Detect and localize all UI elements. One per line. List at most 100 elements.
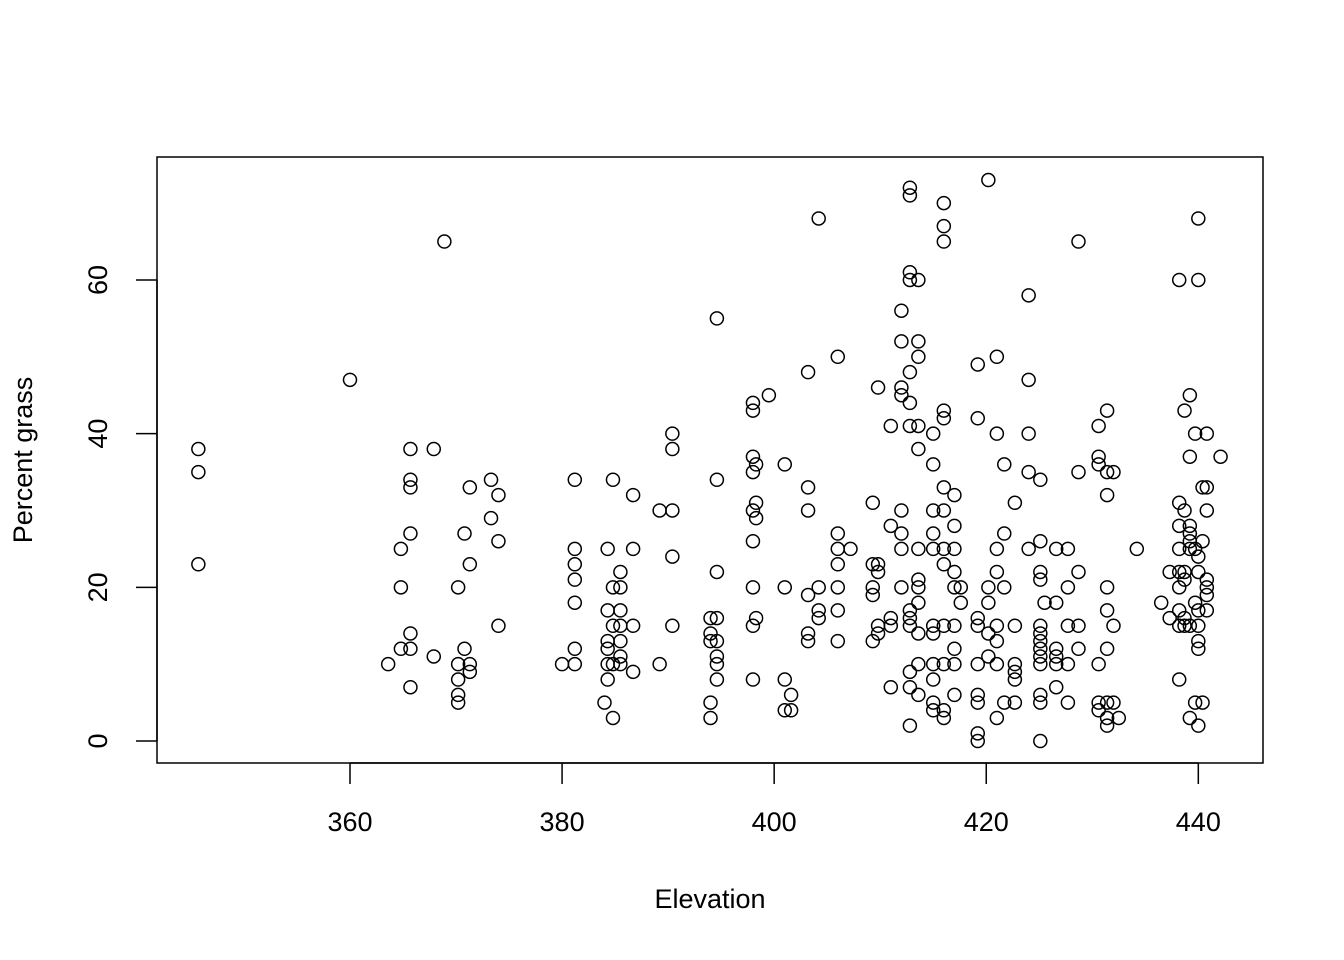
point — [613, 580, 628, 595]
point — [830, 580, 846, 595]
point — [403, 441, 418, 457]
point — [1191, 272, 1206, 288]
point — [1182, 541, 1198, 557]
point — [1099, 580, 1115, 595]
point — [1021, 464, 1036, 480]
point — [1187, 595, 1203, 610]
point — [1033, 472, 1048, 487]
point — [1195, 533, 1210, 549]
point — [989, 426, 1005, 441]
point — [1099, 487, 1115, 503]
point — [1171, 672, 1187, 687]
point — [894, 526, 909, 541]
point — [925, 626, 941, 641]
point — [1182, 710, 1198, 726]
point — [970, 695, 986, 710]
point — [997, 526, 1012, 541]
point — [437, 234, 452, 249]
point — [777, 672, 793, 687]
point — [1021, 288, 1036, 303]
point — [947, 487, 962, 503]
point — [936, 503, 952, 518]
point — [902, 603, 918, 618]
point — [1187, 541, 1203, 557]
point — [709, 649, 725, 664]
point — [970, 726, 986, 741]
point — [745, 533, 761, 549]
point — [870, 380, 886, 395]
point — [925, 695, 941, 710]
point — [652, 503, 667, 518]
point — [1171, 564, 1187, 580]
point — [1177, 572, 1192, 587]
point — [1199, 572, 1215, 587]
point — [947, 541, 962, 557]
point — [1191, 211, 1206, 226]
point — [625, 541, 641, 557]
x-tick-label: 420 — [964, 807, 1009, 837]
point — [925, 672, 941, 687]
point — [883, 618, 899, 634]
point — [800, 364, 816, 380]
point — [1033, 687, 1048, 703]
point — [745, 395, 761, 411]
point — [1191, 718, 1206, 733]
point — [491, 533, 506, 549]
point — [709, 672, 725, 687]
point — [403, 472, 418, 487]
point — [811, 610, 826, 626]
point — [865, 633, 881, 649]
point — [342, 372, 358, 388]
point — [925, 656, 941, 672]
point — [1007, 495, 1023, 511]
point — [1091, 703, 1106, 718]
point — [703, 695, 718, 710]
point — [1187, 426, 1203, 441]
point — [1033, 564, 1048, 580]
point — [902, 272, 918, 288]
point — [1195, 480, 1210, 495]
point — [450, 580, 466, 595]
point — [745, 403, 761, 418]
point — [1191, 549, 1206, 564]
point — [970, 656, 986, 672]
y-tick-label: 20 — [83, 572, 113, 602]
point — [450, 672, 466, 687]
point — [1182, 449, 1198, 464]
point — [1091, 457, 1106, 472]
point — [883, 679, 899, 695]
point — [981, 580, 996, 595]
y-tick-label: 40 — [83, 419, 113, 449]
point — [1048, 679, 1064, 695]
x-tick-label: 360 — [327, 807, 372, 837]
point — [748, 457, 764, 472]
point — [1033, 572, 1048, 587]
point — [1153, 595, 1169, 610]
point — [554, 656, 570, 672]
point — [613, 656, 628, 672]
point — [450, 656, 466, 672]
point — [1033, 533, 1048, 549]
point — [1162, 564, 1177, 580]
point — [597, 695, 612, 710]
point — [1099, 710, 1115, 726]
point — [1099, 641, 1115, 657]
point — [1037, 595, 1052, 610]
point — [665, 618, 680, 634]
point — [925, 541, 941, 557]
point — [709, 472, 725, 487]
point — [970, 618, 986, 634]
point — [936, 195, 952, 211]
point — [1033, 633, 1048, 649]
point — [1199, 503, 1215, 518]
point — [1060, 580, 1076, 595]
point — [600, 672, 615, 687]
point — [567, 572, 583, 587]
point — [800, 626, 816, 641]
point — [703, 710, 718, 726]
point — [1099, 695, 1115, 710]
point — [1048, 656, 1064, 672]
point — [1199, 603, 1215, 618]
point — [745, 672, 761, 687]
